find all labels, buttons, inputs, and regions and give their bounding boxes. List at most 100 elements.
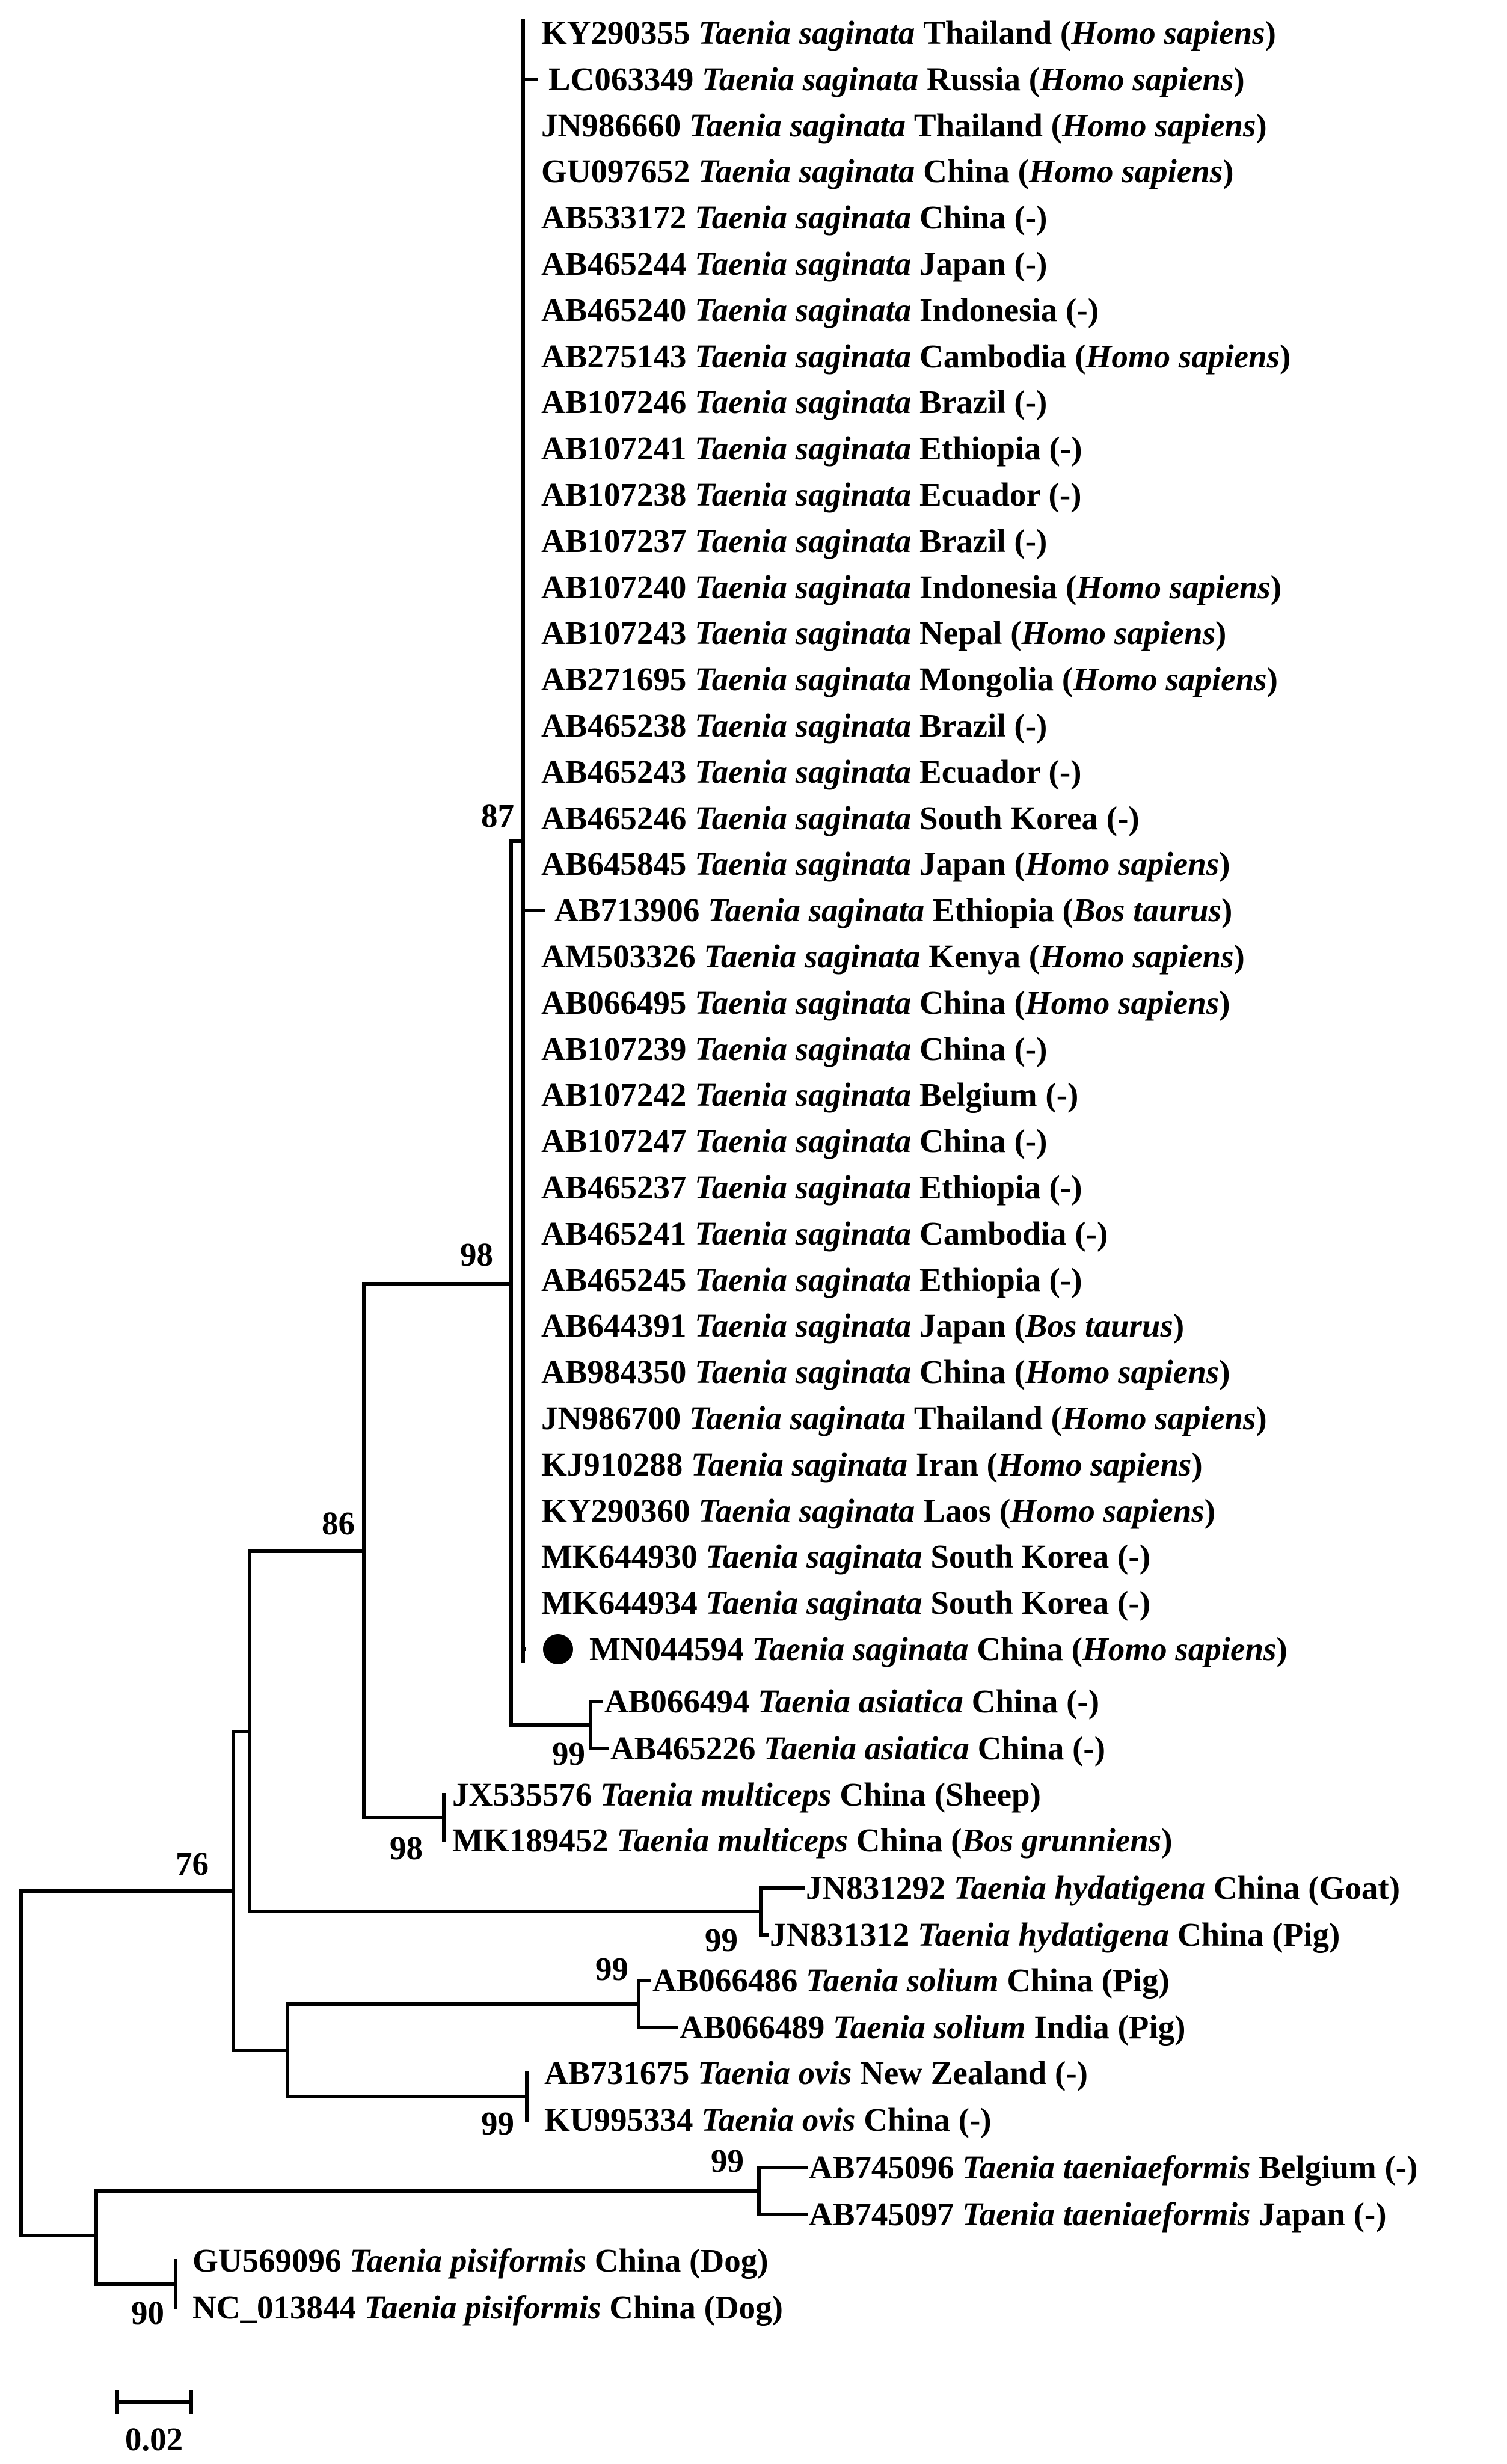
accession-number: MK644930	[541, 1538, 705, 1575]
species-name: Taenia saginata	[689, 107, 914, 144]
host-name: Sheep	[945, 1776, 1030, 1813]
accession-number: JN986700	[541, 1400, 689, 1436]
host-name: Pig	[1283, 1916, 1329, 1953]
species-name: Taenia saginata	[695, 1215, 919, 1252]
country-name: Ecuador (	[919, 753, 1060, 790]
accession-number: LC063349	[548, 61, 702, 97]
accession-number: AB465243	[541, 753, 695, 790]
bootstrap-value-ovis-pair: 99	[481, 2105, 514, 2142]
country-name: China (	[919, 1123, 1025, 1159]
host-name: -	[1077, 1683, 1088, 1720]
species-name: Taenia ovis	[698, 2055, 860, 2091]
species-name: Taenia saginata	[704, 938, 928, 975]
accession-number: AB465240	[541, 292, 695, 328]
species-name: Taenia saginata	[695, 569, 919, 605]
host-name: -	[1025, 707, 1036, 744]
country-name: Ethiopia (	[919, 1169, 1060, 1206]
species-name: Taenia solium	[833, 2009, 1034, 2046]
taxon-label: JN831292 Taenia hydatigena China (Goat)	[806, 1869, 1400, 1906]
country-name: Russia (	[927, 61, 1040, 97]
bootstrap-value-beef-tapeworm-group: 86	[322, 1505, 355, 1542]
taxon-label: AB107237 Taenia saginata Brazil (-)	[541, 523, 1047, 559]
host-name: Homo sapiens	[1028, 153, 1223, 189]
host-name: Homo sapiens	[1010, 1492, 1204, 1529]
host-name: -	[1076, 292, 1087, 328]
bootstrap-values: 87 98 99 86 98 99 76 99 99 99 90	[131, 797, 744, 2331]
accession-number: AB066489	[680, 2009, 833, 2046]
taxon-label: AB713906 Taenia saginata Ethiopia (Bos t…	[554, 892, 1232, 928]
country-name: New Zealand (	[860, 2055, 1066, 2091]
host-name: Homo sapiens	[1070, 14, 1265, 51]
species-name: Taenia saginata	[695, 384, 919, 420]
country-name: Indonesia (	[919, 569, 1076, 605]
taxon-label: NC_013844 Taenia pisiformis China (Dog)	[192, 2289, 783, 2326]
host-name: -	[1364, 2196, 1375, 2233]
bootstrap-value-saginata-clade: 87	[481, 797, 514, 834]
species-name: Taenia saginata	[695, 1031, 919, 1067]
taxon-label: AB465244 Taenia saginata Japan (-)	[541, 245, 1047, 282]
host-name: -	[1060, 476, 1070, 513]
species-name: Taenia saginata	[752, 1631, 977, 1667]
taxon-label: AB275143 Taenia saginata Cambodia (Homo …	[541, 338, 1291, 375]
country-name: Japan (	[1259, 2196, 1364, 2233]
host-name: Bos taurus	[1073, 892, 1221, 928]
species-name: Taenia pisiformis	[364, 2289, 609, 2326]
accession-number: KY290355	[541, 14, 698, 51]
country-name: China (	[919, 1353, 1025, 1390]
accession-number: AB107239	[541, 1031, 695, 1067]
country-name: China (	[1007, 1962, 1113, 1999]
taxon-label: AB465243 Taenia saginata Ecuador (-)	[541, 753, 1081, 790]
host-name: Dog	[700, 2242, 757, 2279]
taxon-label: AM503326 Taenia saginata Kenya (Homo sap…	[541, 938, 1245, 975]
country-name: Ethiopia (	[919, 1261, 1060, 1298]
country-name: China (	[864, 2101, 969, 2138]
country-name: Japan (	[919, 245, 1025, 282]
bootstrap-value-hydatigena-pair: 99	[705, 1922, 738, 1958]
taxon-label: AB107246 Taenia saginata Brazil (-)	[541, 384, 1047, 420]
country-name: Thailand (	[914, 1400, 1062, 1436]
species-name: Taenia saginata	[695, 430, 919, 467]
host-name: Homo sapiens	[1021, 614, 1215, 651]
country-name: Japan (	[919, 845, 1025, 882]
species-name: Taenia saginata	[705, 1538, 930, 1575]
taxon-labels: KY290355 Taenia saginata Thailand (Homo …	[192, 14, 1417, 2326]
host-name: -	[1083, 1730, 1094, 1767]
species-name: Taenia saginata	[695, 707, 919, 744]
country-name: Belgium (	[919, 1076, 1057, 1113]
host-name: -	[1025, 245, 1036, 282]
country-name: Ecuador (	[919, 476, 1060, 513]
taxon-label: AB745096 Taenia taeniaeformis Belgium (-…	[809, 2149, 1417, 2186]
scale-bar: 0.02	[115, 2390, 193, 2457]
taxon-label: AB107241 Taenia saginata Ethiopia (-)	[541, 430, 1082, 467]
country-name: Ethiopia (	[919, 430, 1060, 467]
species-name: Taenia saginata	[698, 1492, 923, 1529]
host-name: Bos taurus	[1025, 1307, 1173, 1344]
species-name: Taenia asiatica	[758, 1683, 972, 1720]
country-name: China (	[919, 1031, 1025, 1067]
accession-number: AB713906	[554, 892, 708, 928]
taxon-label: AB465240 Taenia saginata Indonesia (-)	[541, 292, 1099, 328]
accession-number: AB745096	[809, 2149, 962, 2186]
species-name: Taenia saginata	[695, 1123, 919, 1159]
host-name: Homo sapiens	[1061, 1400, 1256, 1436]
taxon-label: KU995334 Taenia ovis China (-)	[544, 2101, 992, 2138]
tree-branches	[19, 19, 808, 2309]
taxon-label: MN044594 Taenia saginata China (Homo sap…	[589, 1631, 1288, 1667]
accession-number: JN986660	[541, 107, 689, 144]
accession-number: GU569096	[192, 2242, 349, 2279]
species-name: Taenia saginata	[695, 245, 919, 282]
accession-number: AB107237	[541, 523, 695, 559]
taxon-label: AB533172 Taenia saginata China (-)	[541, 199, 1047, 236]
accession-number: JX535576	[452, 1776, 600, 1813]
country-name: Thailand (	[923, 14, 1071, 51]
host-name: Homo sapiens	[1025, 845, 1219, 882]
species-name: Taenia saginata	[695, 476, 919, 513]
host-name: -	[1060, 1169, 1071, 1206]
country-name: Cambodia (	[919, 338, 1086, 375]
species-name: Taenia saginata	[695, 1353, 919, 1390]
taxon-label: MK189452 Taenia multiceps China (Bos gru…	[452, 1822, 1173, 1859]
species-name: Taenia asiatica	[764, 1730, 978, 1767]
country-name: Belgium (	[1259, 2149, 1396, 2186]
host-name: Homo sapiens	[1025, 984, 1219, 1021]
accession-number: GU097652	[541, 153, 698, 189]
